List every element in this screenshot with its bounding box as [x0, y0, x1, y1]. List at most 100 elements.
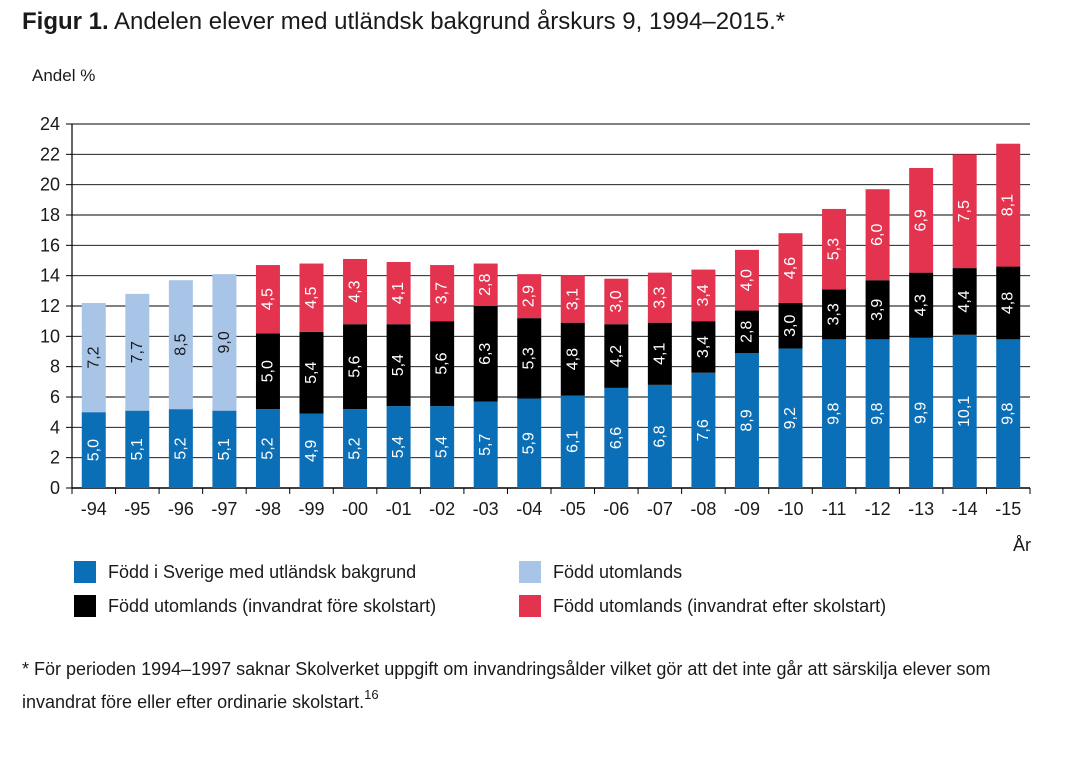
- bar--12-series-2: [865, 280, 890, 340]
- data-label--07-series-3: 3,3: [651, 286, 668, 308]
- y-tick-label-20: 20: [40, 175, 60, 195]
- data-label--11-series-2: 3,3: [826, 303, 843, 325]
- bar--04-series-2: [517, 318, 542, 399]
- data-label--99-series-2: 5,4: [303, 362, 320, 384]
- bar--11-series-2: [822, 289, 847, 340]
- bar--03-series-2: [473, 306, 498, 402]
- x-tick-label--06: -06: [603, 499, 629, 519]
- legend-label-efter-skolstart: Född utomlands (invandrat efter skolstar…: [553, 595, 887, 616]
- x-tick-label--00: -00: [342, 499, 368, 519]
- bar--12-series-3: [865, 189, 890, 281]
- legend-label-fodd-i-sverige: Född i Sverige med utländsk bakgrund: [108, 561, 417, 582]
- data-label--13-series-0: 9,9: [913, 402, 930, 424]
- y-tick-label-16: 16: [40, 235, 60, 255]
- data-label--03-series-2: 6,3: [477, 343, 494, 365]
- data-label--08-series-0: 7,6: [695, 419, 712, 441]
- y-tick-label-14: 14: [40, 266, 60, 286]
- bar--03-series-0: [473, 401, 498, 488]
- data-label--15-series-3: 8,1: [1000, 194, 1017, 216]
- bar--08-series-0: [691, 372, 716, 488]
- bar--00-series-0: [343, 409, 368, 488]
- data-label--04-series-3: 2,9: [521, 285, 538, 307]
- figure-title-text: Andelen elever med utländsk bakgrund års…: [114, 8, 786, 35]
- data-label--14-series-2: 4,4: [956, 290, 973, 312]
- bar--01-series-0: [386, 406, 411, 488]
- legend-item-fore-skolstart: Född utomlands (invandrat före skolstart…: [74, 595, 436, 617]
- x-tick-label--97: -97: [211, 499, 237, 519]
- bar--00-series-3: [343, 258, 368, 325]
- x-tick-label--11: -11: [822, 499, 847, 519]
- bar--15-series-0: [996, 339, 1021, 488]
- x-tick-label--14: -14: [952, 499, 978, 519]
- bar--09-series-2: [734, 310, 759, 354]
- bar--08-series-3: [691, 269, 716, 322]
- bar--14-series-3: [952, 154, 977, 269]
- y-tick-label-12: 12: [40, 296, 60, 316]
- bar--05-series-0: [560, 395, 585, 488]
- data-label--02-series-2: 5,6: [434, 352, 451, 374]
- bar--01-series-2: [386, 324, 411, 407]
- data-label--95-series-1: 7,7: [129, 341, 146, 363]
- bar--98-series-2: [255, 333, 280, 410]
- bar--10-series-0: [778, 348, 803, 488]
- data-label--12-series-3: 6,0: [869, 223, 886, 245]
- bar--98-series-0: [255, 409, 280, 488]
- data-label--01-series-0: 5,4: [390, 436, 407, 458]
- data-label--01-series-3: 4,1: [390, 282, 407, 304]
- data-label--00-series-3: 4,3: [347, 280, 364, 302]
- bar--11-series-0: [822, 339, 847, 488]
- y-tick-label-8: 8: [50, 357, 60, 377]
- legend-label-fodd-utomlands: Född utomlands: [553, 561, 683, 582]
- data-label--99-series-0: 4,9: [303, 440, 320, 462]
- bar--07-series-3: [647, 272, 672, 323]
- data-label--02-series-0: 5,4: [434, 436, 451, 458]
- x-tick-label--12: -12: [865, 499, 891, 519]
- bar--08-series-2: [691, 321, 716, 373]
- bar--15-series-2: [996, 266, 1021, 340]
- footnote-reference: 16: [364, 687, 379, 702]
- data-label--08-series-2: 3,4: [695, 336, 712, 358]
- figure-title: Figur 1. Andelen elever med utländsk bak…: [22, 8, 785, 36]
- data-label--99-series-3: 4,5: [303, 286, 320, 308]
- data-label--09-series-0: 8,9: [738, 409, 755, 431]
- data-label--09-series-3: 4,0: [738, 269, 755, 291]
- bar--02-series-0: [430, 406, 455, 488]
- x-tick-label--02: -02: [429, 499, 455, 519]
- data-label--04-series-0: 5,9: [521, 432, 538, 454]
- data-label--02-series-3: 3,7: [434, 282, 451, 304]
- bar--98-series-3: [255, 265, 280, 334]
- bar--94-series-1: [81, 302, 106, 413]
- x-tick-label--99: -99: [298, 499, 324, 519]
- legend-label-fore-skolstart: Född utomlands (invandrat före skolstart…: [108, 595, 437, 616]
- data-label--01-series-2: 5,4: [390, 354, 407, 376]
- bar--13-series-0: [909, 337, 934, 488]
- data-label--05-series-3: 3,1: [564, 288, 581, 310]
- x-tick-label--05: -05: [560, 499, 586, 519]
- bar--99-series-3: [299, 263, 324, 332]
- data-label--15-series-0: 9,8: [1000, 402, 1017, 424]
- bar--97-series-0: [212, 410, 237, 488]
- bar--13-series-2: [909, 272, 934, 338]
- bar--01-series-3: [386, 262, 411, 325]
- bar--03-series-3: [473, 263, 498, 306]
- x-tick-label--09: -09: [734, 499, 760, 519]
- x-tick-label--07: -07: [647, 499, 673, 519]
- footnote: * För perioden 1994–1997 saknar Skolverk…: [22, 656, 1022, 715]
- x-tick-label--96: -96: [168, 499, 194, 519]
- x-tick-label--13: -13: [908, 499, 934, 519]
- data-label--11-series-0: 9,8: [826, 402, 843, 424]
- footnote-text: * För perioden 1994–1997 saknar Skolverk…: [22, 659, 991, 712]
- x-tick-label--01: -01: [386, 499, 412, 519]
- bar--09-series-3: [734, 249, 759, 311]
- bar--95-series-1: [125, 293, 150, 411]
- bar--96-series-1: [168, 280, 193, 410]
- y-tick-label-6: 6: [50, 387, 60, 407]
- y-tick-label-24: 24: [40, 114, 60, 134]
- bar--06-series-2: [604, 324, 629, 388]
- bar--96-series-0: [168, 409, 193, 488]
- data-label--94-series-1: 7,2: [85, 346, 102, 368]
- data-label--98-series-2: 5,0: [259, 360, 276, 382]
- data-label--06-series-0: 6,6: [608, 427, 625, 449]
- bar--12-series-0: [865, 339, 890, 488]
